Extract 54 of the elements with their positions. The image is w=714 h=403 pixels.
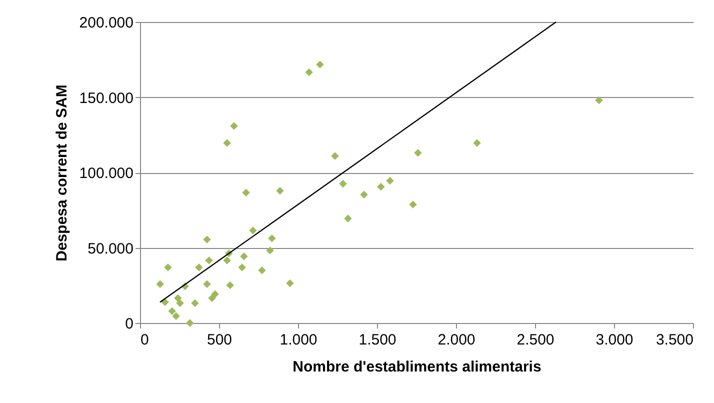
point [305,68,313,76]
y-tick-label: 50.000 [88,240,134,258]
point [168,307,176,315]
x-tick-label: 3.000 [596,332,634,348]
y-tick-label: 150.000 [79,90,134,107]
point [176,299,184,308]
point [240,252,248,260]
point [316,60,324,68]
point [286,279,294,288]
x-tick-label: 3.500 [656,332,694,348]
point [595,96,603,104]
point [258,266,266,274]
point [223,256,231,264]
point [414,149,422,157]
x-tick-label: 1.500 [358,332,396,348]
point [266,246,274,254]
x-tick-label: 0 [140,332,149,348]
point [377,182,385,191]
point [230,122,238,130]
point [386,176,394,185]
point [473,139,481,147]
x-tick-label: 500 [206,332,232,348]
point [360,190,368,198]
point [344,214,352,222]
y-tick-label: 100.000 [79,165,134,182]
point [331,152,339,160]
point [238,263,246,272]
y-tick-label: 200.000 [79,14,134,32]
point [156,280,164,288]
point [339,180,347,188]
point [249,226,257,234]
x-tick-label: 2.000 [438,332,476,348]
point [191,299,199,308]
point [195,263,203,272]
point [242,188,250,197]
point [409,200,417,208]
point [205,256,213,264]
y-axis-title: Despesa corrent de SAM [53,84,70,262]
point [203,236,211,244]
x-tick-label: 2.500 [516,332,554,348]
point [268,234,276,242]
point [276,186,284,195]
point [203,280,211,288]
y-tick-label: 0 [125,316,134,332]
point [174,294,182,302]
point [208,294,216,302]
point [226,281,234,290]
x-axis-title: Nombre d'establiments alimentaris [292,358,542,376]
point [223,139,231,147]
x-tick-label: 1.000 [280,332,318,348]
point [186,319,194,327]
point [164,263,172,272]
point [211,290,219,298]
point [172,312,180,320]
